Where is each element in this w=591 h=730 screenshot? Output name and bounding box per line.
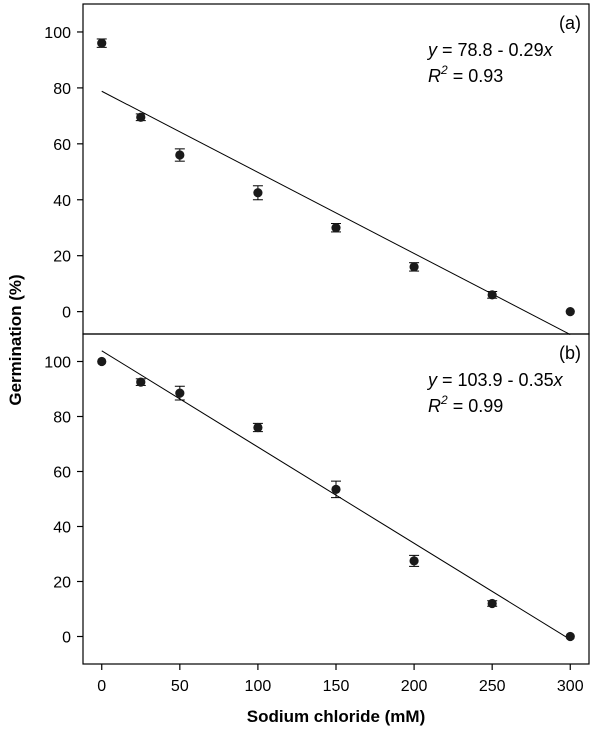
data-point — [136, 377, 146, 387]
y-tick-label: 20 — [53, 249, 71, 266]
y-axis-title: Germination (%) — [6, 274, 25, 405]
y-tick-label: 0 — [62, 305, 71, 322]
data-point — [253, 188, 263, 198]
equation-part: y — [426, 40, 438, 60]
x-tick-label: 0 — [97, 678, 106, 695]
r-exponent: 2 — [440, 393, 448, 407]
r-symbol: R — [428, 396, 441, 416]
data-point — [253, 422, 263, 433]
data-point — [409, 556, 419, 566]
regression-equation: y = 78.8 - 0.29x — [426, 40, 554, 60]
x-tick-label: 250 — [479, 678, 506, 695]
data-point — [175, 388, 185, 398]
r-symbol: R — [428, 66, 441, 86]
equation-part: x — [553, 370, 564, 390]
x-tick-label: 50 — [171, 678, 189, 695]
y-tick-label: 60 — [53, 465, 71, 482]
x-tick-label: 300 — [557, 678, 584, 695]
data-point — [487, 598, 497, 609]
data-point — [487, 290, 497, 300]
x-axis-title: Sodium chloride (mM) — [247, 707, 426, 726]
data-point — [565, 631, 575, 642]
panel-label: (a) — [559, 13, 581, 33]
data-point — [97, 356, 107, 367]
regression-line — [101, 90, 571, 336]
panel-b: 0 20 40 60 80 100 0 50 100 150 200 250 300 (b) y = 103… — [44, 333, 590, 695]
x-tick-label: 100 — [245, 678, 272, 695]
r-value: = 0.99 — [448, 396, 504, 416]
data-point — [331, 223, 341, 233]
y-tick-label: 60 — [53, 137, 71, 154]
x-tick-label: 200 — [401, 678, 428, 695]
data-point — [136, 112, 146, 122]
y-tick-label: 100 — [44, 355, 71, 372]
y-tick-label: 80 — [53, 410, 71, 427]
r-exponent: 2 — [440, 63, 448, 77]
equation-part: = 78.8 - 0.29 — [437, 40, 544, 60]
r-squared: R2 = 0.93 — [428, 63, 503, 86]
data-point — [97, 38, 107, 48]
data-point — [175, 150, 185, 160]
y-tick-label: 20 — [53, 575, 71, 592]
y-tick-label: 80 — [53, 81, 71, 98]
data-point — [409, 262, 419, 272]
data-point — [331, 484, 341, 494]
y-tick-label: 40 — [53, 520, 71, 537]
y-tick-label: 100 — [44, 25, 71, 42]
x-tick-label: 150 — [323, 678, 350, 695]
regression-equation: y = 103.9 - 0.35x — [426, 370, 564, 390]
data-point — [565, 307, 575, 317]
y-tick-label: 0 — [62, 630, 71, 647]
r-squared: R2 = 0.99 — [428, 393, 503, 416]
equation-part: x — [543, 40, 554, 60]
equation-part: y — [426, 370, 438, 390]
panel-label: (b) — [559, 343, 581, 363]
y-tick-label: 40 — [53, 193, 71, 210]
equation-part: = 103.9 - 0.35 — [437, 370, 554, 390]
r-value: = 0.93 — [448, 66, 504, 86]
